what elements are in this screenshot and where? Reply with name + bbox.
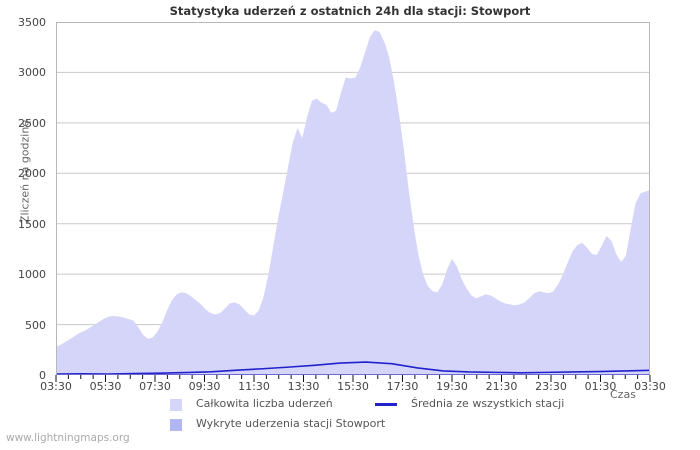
plot-svg xyxy=(55,30,651,375)
x-tick-6: 15:30 xyxy=(337,380,369,393)
x-tick-3: 09:30 xyxy=(188,380,221,393)
watermark: www.lightningmaps.org xyxy=(6,432,130,444)
y-tick-0: 0 xyxy=(39,369,46,382)
legend-swatch-station xyxy=(170,419,182,431)
y-tick-2500: 2500 xyxy=(18,116,46,130)
x-tick-10: 23:30 xyxy=(535,380,567,393)
x-tick-11: 01:30 xyxy=(584,380,617,393)
x-tick-12: 03:30 xyxy=(634,380,666,393)
x-tick-7: 17:30 xyxy=(386,380,419,393)
x-tick-1: 05:30 xyxy=(89,380,122,393)
plot-area xyxy=(55,22,651,382)
chart-legend: Całkowita liczba uderzeń Średnia ze wszy… xyxy=(0,396,700,440)
x-tick-4: 11:30 xyxy=(238,380,270,393)
x-tick-0: 03:30 xyxy=(40,380,72,393)
y-tick-2000: 2000 xyxy=(18,167,46,181)
legend-label-average: Średnia ze wszystkich stacji xyxy=(411,397,565,410)
legend-line-average xyxy=(375,403,397,406)
x-tick-8: 19:30 xyxy=(436,380,468,393)
x-axis-tickmarks xyxy=(55,375,651,382)
y-tick-3500: 3500 xyxy=(18,16,46,29)
legend-swatch-total xyxy=(170,399,182,411)
chart-title: Statystyka uderzeń z ostatnich 24h dla s… xyxy=(169,4,531,18)
x-tick-9: 21:30 xyxy=(485,380,518,393)
y-tick-3000: 3000 xyxy=(18,66,46,80)
y-tick-1000: 1000 xyxy=(18,268,46,282)
total-strikes-area xyxy=(56,30,650,375)
y-tick-1500: 1500 xyxy=(18,217,46,231)
legend-label-total: Całkowita liczba uderzeń xyxy=(196,397,333,410)
y-tick-500: 500 xyxy=(25,318,46,332)
x-axis-label: Czas xyxy=(610,388,636,401)
x-tick-2: 07:30 xyxy=(139,380,171,393)
average-line xyxy=(55,361,651,375)
legend-label-station: Wykryte uderzenia stacji Stowport xyxy=(196,417,386,430)
x-tick-5: 13:30 xyxy=(287,380,320,393)
